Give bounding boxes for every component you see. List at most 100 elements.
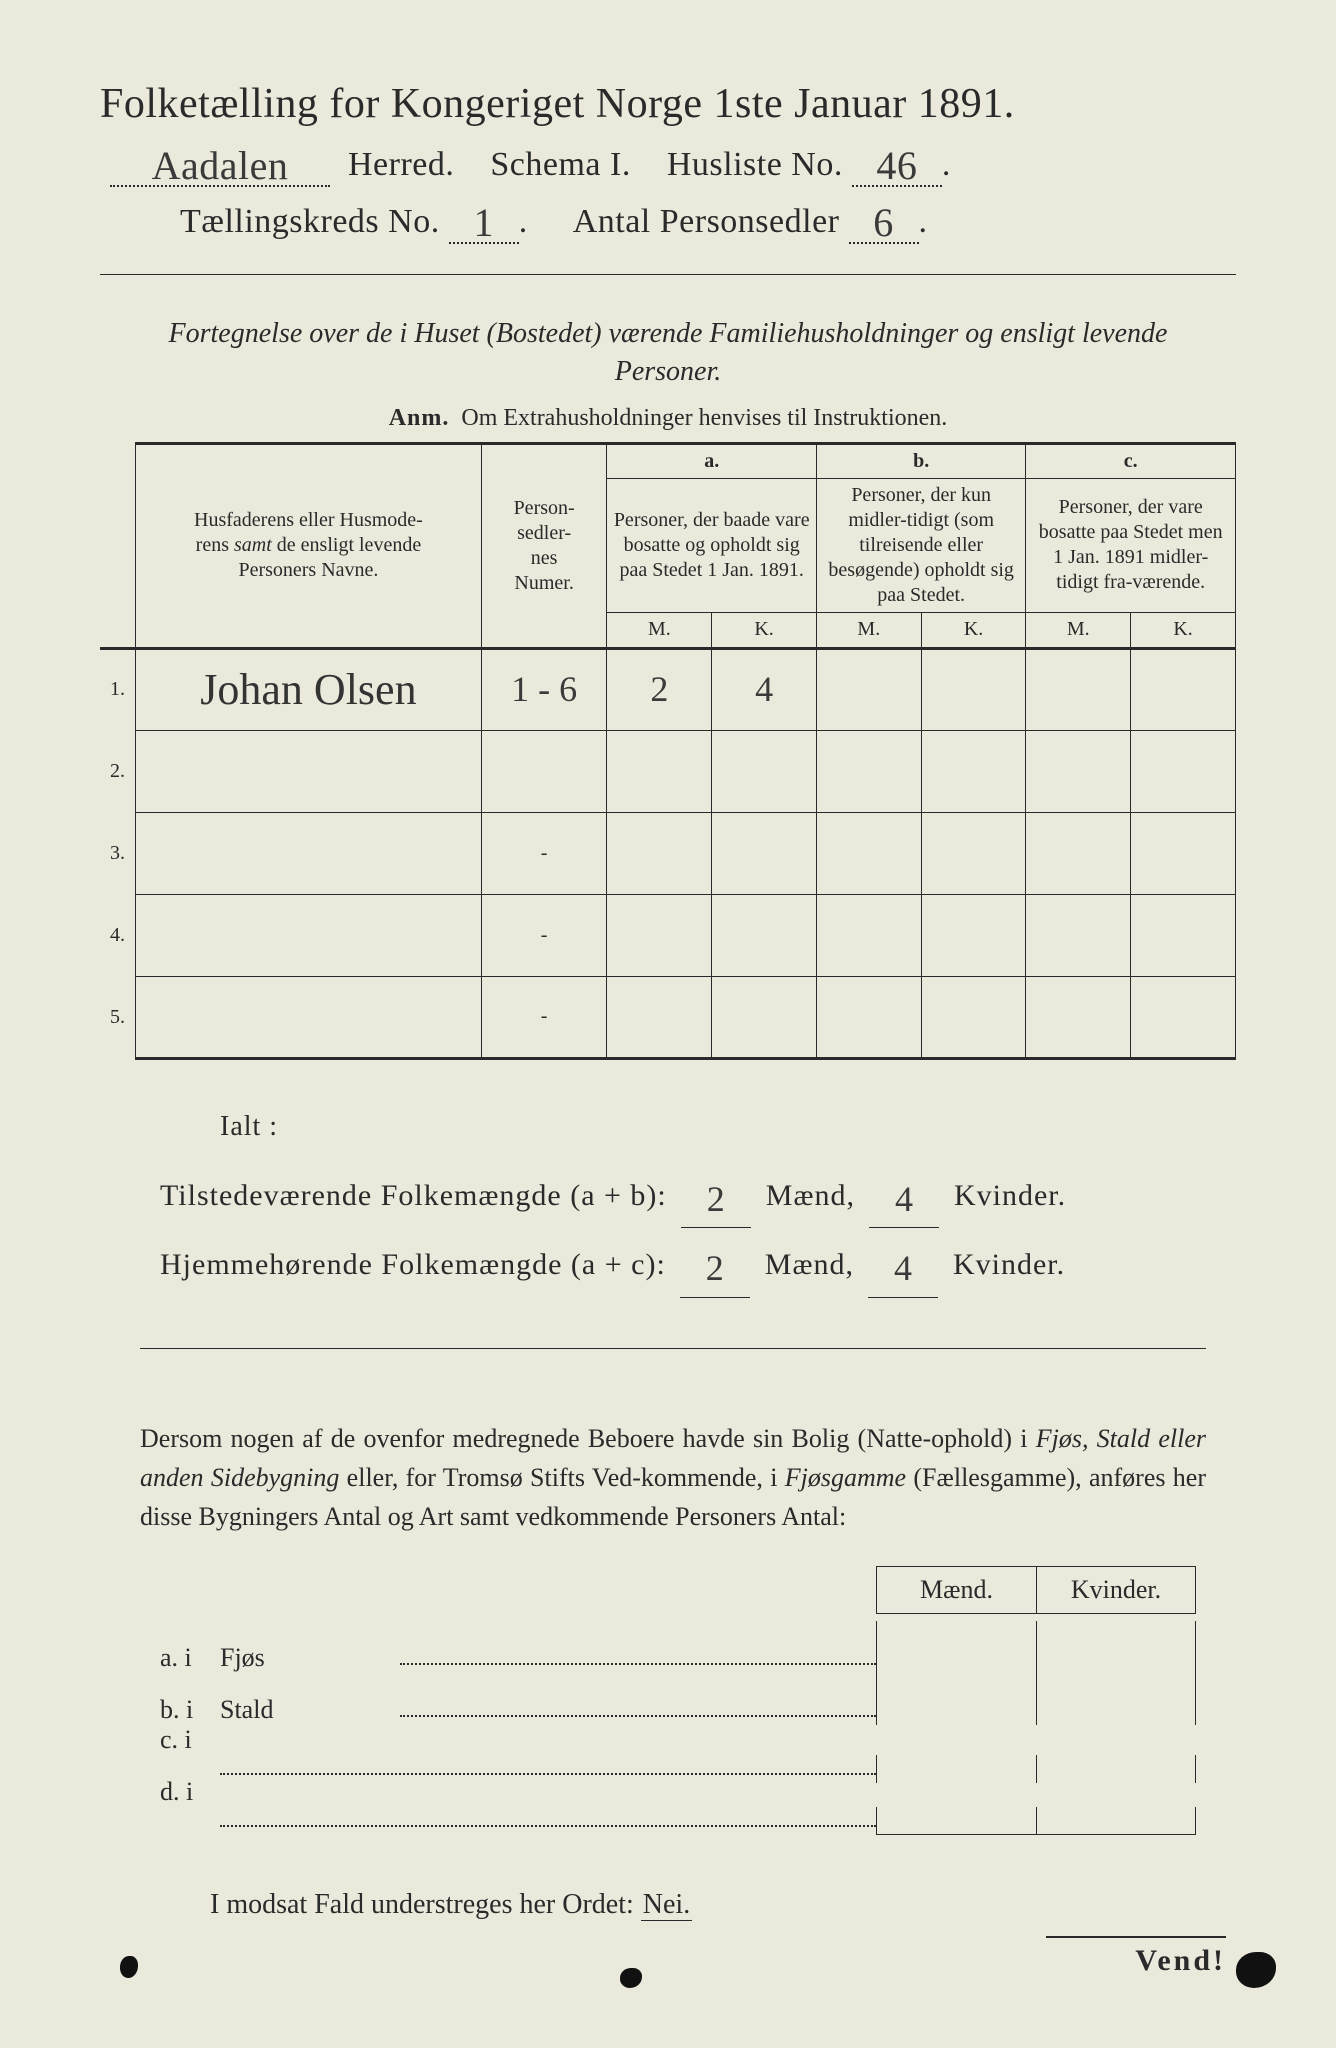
building-k [1036, 1807, 1196, 1835]
totals-line-present: Tilstedeværende Folkemængde (a + b): 2 M… [160, 1159, 1236, 1228]
row-person-num: - [481, 812, 607, 894]
row-a-k [712, 812, 817, 894]
row-c-m [1026, 812, 1131, 894]
row-a-m: 2 [607, 648, 712, 730]
nei-line: I modsat Fald understreges her Ordet: Ne… [100, 1889, 1236, 1921]
present-k: 4 [895, 1165, 914, 1233]
row-name [136, 894, 482, 976]
buildings-block: Mænd. Kvinder. a. i Fjøs b. i Stald c. i… [100, 1566, 1236, 1829]
col-header-name: Husfaderens eller Husmode-rens samt de e… [136, 443, 482, 648]
buildings-maend-header: Mænd. [876, 1566, 1036, 1614]
building-m [876, 1673, 1036, 1725]
row-b-m [816, 648, 921, 730]
header-line-herred: Aadalen Herred. Schema I. Husliste No. 4… [100, 138, 1236, 187]
nei-word: Nei. [641, 1889, 692, 1921]
table-row: 5. - [100, 976, 1236, 1058]
building-row: d. i [160, 1777, 1196, 1829]
husliste-label: Husliste No. [667, 146, 843, 183]
ink-blot-icon [1236, 1952, 1276, 1988]
row-name [136, 812, 482, 894]
row-person-num: - [481, 976, 607, 1058]
row-num: 3. [100, 812, 136, 894]
row-b-k [921, 648, 1026, 730]
personsedler-label: Antal Personsedler [573, 203, 840, 240]
row-name [136, 730, 482, 812]
row-c-k [1131, 648, 1236, 730]
anm-line: Anm. Om Extrahusholdninger henvises til … [100, 405, 1236, 432]
building-label: Fjøs [220, 1643, 400, 1673]
row-name: Johan Olsen [136, 648, 482, 730]
col-header-num: Person-sedler-nesNumer. [481, 443, 607, 648]
row-b-m [816, 894, 921, 976]
present-m: 2 [707, 1165, 726, 1233]
building-row: c. i [160, 1725, 1196, 1777]
row-num: 4. [100, 894, 136, 976]
row-num: 2. [100, 730, 136, 812]
row-person-num [481, 730, 607, 812]
ink-blot-icon [120, 1956, 138, 1978]
schema-label: Schema I. [490, 146, 630, 183]
building-row: b. i Stald [160, 1673, 1196, 1725]
building-label: Stald [220, 1695, 400, 1725]
table-row: 2. [100, 730, 1236, 812]
herred-value: Aadalen [152, 142, 289, 189]
row-a-m [607, 894, 712, 976]
row-b-k [921, 812, 1026, 894]
row-b-m [816, 976, 921, 1058]
row-a-k [712, 730, 817, 812]
row-c-m [1026, 730, 1131, 812]
vend-label: Vend! [1046, 1936, 1226, 1978]
household-table: Husfaderens eller Husmode-rens samt de e… [100, 442, 1236, 1060]
row-b-m [816, 812, 921, 894]
col-header-a: Personer, der baade vare bosatte og opho… [607, 478, 816, 612]
resident-k: 4 [894, 1234, 913, 1302]
col-c-k: K. [1131, 612, 1236, 648]
building-k [1036, 1621, 1196, 1673]
col-header-b: Personer, der kun midler-tidigt (som til… [816, 478, 1025, 612]
row-a-k [712, 976, 817, 1058]
group-c-tag: c. [1026, 443, 1236, 478]
row-b-k [921, 894, 1026, 976]
row-c-k [1131, 894, 1236, 976]
row-c-m [1026, 894, 1131, 976]
kreds-value: 1 [473, 199, 494, 246]
row-num: 1. [100, 648, 136, 730]
ink-blot-icon [620, 1968, 642, 1988]
col-a-k: K. [712, 612, 817, 648]
col-header-c: Personer, der vare bosatte paa Stedet me… [1026, 478, 1236, 612]
census-title: Folketælling for Kongeriget Norge 1ste J… [100, 80, 1236, 128]
personsedler-value: 6 [873, 199, 894, 246]
totals-block: Ialt : Tilstedeværende Folkemængde (a + … [100, 1100, 1236, 1298]
building-tag: b. i [160, 1695, 220, 1725]
table-row: 1. Johan Olsen 1 - 6 2 4 [100, 648, 1236, 730]
row-num: 5. [100, 976, 136, 1058]
outbuilding-paragraph: Dersom nogen af de ovenfor medregnede Be… [100, 1419, 1236, 1536]
building-k [1036, 1673, 1196, 1725]
header-line-kreds: Tællingskreds No. 1. Antal Personsedler … [100, 195, 1236, 244]
anm-text: Om Extrahusholdninger henvises til Instr… [461, 405, 947, 431]
ialt-label: Ialt : [160, 1100, 1236, 1153]
building-tag: d. i [160, 1777, 220, 1807]
row-c-k [1131, 976, 1236, 1058]
row-b-m [816, 730, 921, 812]
row-person-num: - [481, 894, 607, 976]
row-person-num: 1 - 6 [481, 648, 607, 730]
row-b-k [921, 976, 1026, 1058]
col-a-m: M. [607, 612, 712, 648]
row-c-m [1026, 976, 1131, 1058]
building-m [876, 1755, 1036, 1783]
row-c-k [1131, 812, 1236, 894]
row-c-m [1026, 648, 1131, 730]
row-a-m [607, 730, 712, 812]
intro-text: Fortegnelse over de i Huset (Bostedet) v… [100, 315, 1236, 391]
group-b-tag: b. [816, 443, 1025, 478]
building-tag: a. i [160, 1643, 220, 1673]
resident-m: 2 [706, 1234, 725, 1302]
totals-line-resident: Hjemmehørende Folkemængde (a + c): 2 Mæn… [160, 1228, 1236, 1297]
col-c-m: M. [1026, 612, 1131, 648]
table-row: 4. - [100, 894, 1236, 976]
row-a-k [712, 894, 817, 976]
building-m [876, 1621, 1036, 1673]
building-k [1036, 1755, 1196, 1783]
row-a-m [607, 976, 712, 1058]
